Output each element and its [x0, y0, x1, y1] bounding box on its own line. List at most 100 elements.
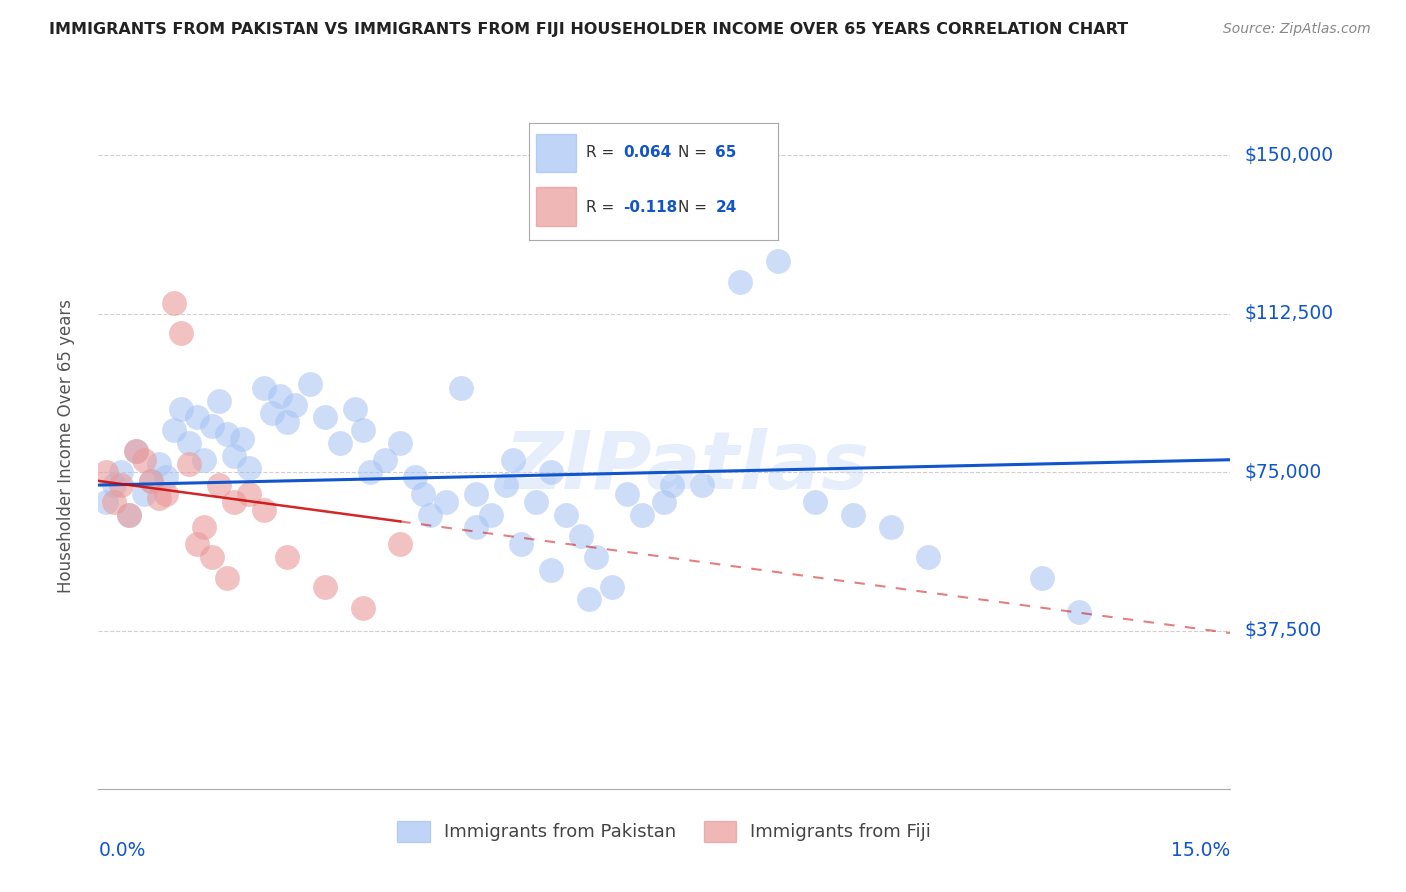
Point — [125, 444, 148, 458]
Point — [260, 406, 283, 420]
Point — [132, 486, 155, 500]
Legend: Immigrants from Pakistan, Immigrants from Fiji: Immigrants from Pakistan, Immigrants fro… — [389, 814, 939, 849]
Point — [616, 486, 638, 500]
Point — [253, 503, 276, 517]
Point — [314, 580, 336, 594]
Y-axis label: Householder Income Over 65 years: Householder Income Over 65 years — [56, 299, 75, 593]
Point — [163, 296, 186, 310]
Point — [103, 495, 125, 509]
Point — [117, 508, 139, 522]
Text: 0.0%: 0.0% — [98, 841, 146, 860]
Point — [215, 427, 238, 442]
Point — [276, 549, 298, 564]
Point — [238, 461, 260, 475]
Point — [170, 326, 193, 340]
Point — [215, 571, 238, 585]
Text: Source: ZipAtlas.com: Source: ZipAtlas.com — [1223, 22, 1371, 37]
Point — [298, 376, 321, 391]
Point — [1031, 571, 1053, 585]
Point — [94, 495, 117, 509]
Point — [163, 423, 186, 437]
Point — [117, 508, 139, 522]
Text: ZIPatlas: ZIPatlas — [505, 427, 869, 506]
Point — [141, 474, 163, 488]
Point — [224, 449, 246, 463]
Point — [314, 410, 336, 425]
Point — [186, 410, 208, 425]
Point — [502, 452, 524, 467]
Point — [253, 381, 276, 395]
Point — [110, 478, 132, 492]
Point — [110, 466, 132, 480]
Point — [540, 563, 562, 577]
Point — [125, 444, 148, 458]
Point — [917, 549, 939, 564]
Point — [352, 600, 374, 615]
Point — [389, 537, 412, 551]
Point — [510, 537, 533, 551]
Point — [359, 466, 381, 480]
Point — [389, 435, 412, 450]
Point — [148, 457, 170, 471]
Point — [569, 529, 592, 543]
Point — [880, 520, 903, 534]
Point — [585, 549, 607, 564]
Point — [479, 508, 502, 522]
Text: $112,500: $112,500 — [1244, 304, 1333, 324]
Point — [155, 469, 177, 483]
Point — [555, 508, 578, 522]
Point — [728, 275, 751, 289]
Text: 15.0%: 15.0% — [1171, 841, 1230, 860]
Point — [404, 469, 426, 483]
Point — [193, 452, 215, 467]
Point — [276, 415, 298, 429]
Point — [352, 423, 374, 437]
Point — [177, 435, 200, 450]
Point — [419, 508, 441, 522]
Point — [238, 486, 260, 500]
Point — [103, 478, 125, 492]
Point — [177, 457, 200, 471]
Point — [284, 398, 307, 412]
Point — [374, 452, 396, 467]
Point — [148, 491, 170, 505]
Point — [1069, 605, 1091, 619]
Text: IMMIGRANTS FROM PAKISTAN VS IMMIGRANTS FROM FIJI HOUSEHOLDER INCOME OVER 65 YEAR: IMMIGRANTS FROM PAKISTAN VS IMMIGRANTS F… — [49, 22, 1129, 37]
Point — [343, 402, 366, 417]
Point — [132, 452, 155, 467]
Point — [201, 549, 224, 564]
Point — [804, 495, 827, 509]
Point — [450, 381, 472, 395]
Point — [540, 466, 562, 480]
Text: $75,000: $75,000 — [1244, 463, 1322, 482]
Point — [193, 520, 215, 534]
Point — [231, 432, 253, 446]
Point — [690, 478, 713, 492]
Point — [141, 474, 163, 488]
Point — [170, 402, 193, 417]
Point — [842, 508, 865, 522]
Text: $37,500: $37,500 — [1244, 622, 1322, 640]
Point — [208, 393, 231, 408]
Point — [329, 435, 352, 450]
Point — [224, 495, 246, 509]
Point — [434, 495, 457, 509]
Point — [495, 478, 517, 492]
Point — [464, 520, 486, 534]
Text: $150,000: $150,000 — [1244, 146, 1333, 165]
Point — [269, 389, 291, 403]
Point — [208, 478, 231, 492]
Point — [201, 418, 224, 433]
Point — [155, 486, 177, 500]
Point — [94, 466, 117, 480]
Point — [661, 478, 683, 492]
Point — [766, 254, 789, 268]
Point — [652, 495, 676, 509]
Point — [412, 486, 434, 500]
Point — [524, 495, 547, 509]
Point — [630, 508, 652, 522]
Point — [578, 592, 600, 607]
Point — [186, 537, 208, 551]
Point — [600, 580, 623, 594]
Point — [464, 486, 486, 500]
